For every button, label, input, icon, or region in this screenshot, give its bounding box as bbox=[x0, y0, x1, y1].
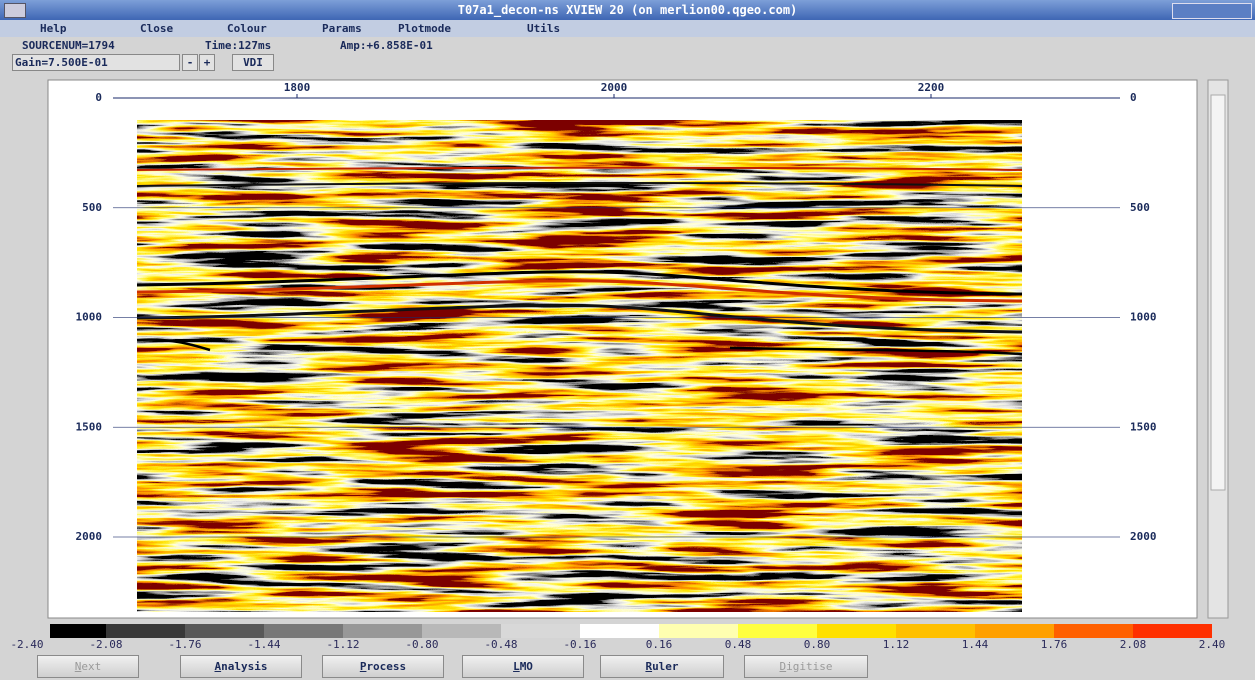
button-label: Process bbox=[360, 656, 406, 677]
y-tick-label-left: 0 bbox=[95, 91, 102, 104]
menu-item[interactable]: Plotmode bbox=[398, 22, 451, 35]
button-label: Ruler bbox=[645, 656, 678, 677]
button-label: LMO bbox=[513, 656, 533, 677]
menu-item[interactable]: Help bbox=[40, 22, 67, 35]
colorbar-swatch bbox=[185, 624, 264, 638]
menu-item[interactable]: Colour bbox=[227, 22, 267, 35]
action-button[interactable]: Analysis bbox=[180, 655, 302, 678]
seismic-section bbox=[137, 120, 1022, 612]
colorbar-swatch bbox=[343, 624, 422, 638]
y-tick-label-left: 1500 bbox=[76, 420, 103, 433]
button-label: Next bbox=[75, 656, 102, 677]
scroll-thumb[interactable] bbox=[1211, 95, 1225, 490]
button-label: Digitise bbox=[780, 656, 833, 677]
colorbar-label: 0.80 bbox=[804, 638, 831, 650]
action-button: Digitise bbox=[744, 655, 868, 678]
y-tick-label-left: 500 bbox=[82, 201, 102, 214]
y-tick-label-right: 1500 bbox=[1130, 420, 1157, 433]
colorbar-label: 1.44 bbox=[962, 638, 989, 650]
y-tick-label-right: 500 bbox=[1130, 201, 1150, 214]
colorbar-swatch bbox=[896, 624, 975, 638]
colorbar-swatch bbox=[50, 624, 106, 638]
plot-area: 1800 2000 2200 0 0 500 500 1000 1000 1500 1500 2000… bbox=[0, 0, 1255, 652]
colorbar-label: -2.08 bbox=[89, 638, 122, 650]
colorbar-swatch bbox=[580, 624, 659, 638]
colorbar-label: -0.48 bbox=[484, 638, 517, 650]
action-button: Next bbox=[37, 655, 139, 678]
action-button[interactable]: Process bbox=[322, 655, 444, 678]
button-label: Analysis bbox=[215, 656, 268, 677]
colorbar-label: 1.76 bbox=[1041, 638, 1068, 650]
colorbar-label: -1.44 bbox=[247, 638, 280, 650]
x-tick-label: 2000 bbox=[601, 81, 628, 94]
colorbar-swatch bbox=[422, 624, 501, 638]
colorbar: -2.40 -2.08 -1.76 -1.44 -1.12 -0.80 -0.48 -0.16… bbox=[0, 624, 1255, 650]
colorbar-swatch bbox=[1054, 624, 1133, 638]
y-tick-label-right: 2000 bbox=[1130, 530, 1157, 543]
menu-item[interactable]: Close bbox=[140, 22, 173, 35]
colorbar-swatch bbox=[1133, 624, 1212, 638]
action-button[interactable]: LMO bbox=[462, 655, 584, 678]
colorbar-label: 0.16 bbox=[646, 638, 673, 650]
colorbar-label: 0.48 bbox=[725, 638, 752, 650]
colorbar-label: 2.40 bbox=[1199, 638, 1226, 650]
colorbar-label: -0.16 bbox=[563, 638, 596, 650]
colorbar-label: 2.08 bbox=[1120, 638, 1147, 650]
colorbar-swatch bbox=[975, 624, 1054, 638]
colorbar-swatch bbox=[106, 624, 185, 638]
y-tick-label-right: 0 bbox=[1130, 91, 1137, 104]
colorbar-swatch bbox=[501, 624, 580, 638]
colorbar-label: -1.76 bbox=[168, 638, 201, 650]
colorbar-label: -1.12 bbox=[326, 638, 359, 650]
y-tick-label-left: 2000 bbox=[76, 530, 103, 543]
y-tick-label-right: 1000 bbox=[1130, 311, 1157, 324]
menu-item[interactable]: Params bbox=[322, 22, 362, 35]
colorbar-swatch bbox=[738, 624, 817, 638]
colorbar-swatch bbox=[264, 624, 343, 638]
x-tick-label: 2200 bbox=[918, 81, 945, 94]
action-button[interactable]: Ruler bbox=[600, 655, 724, 678]
app-window: T07a1_decon-ns XVIEW 20 (on merlion00.qg… bbox=[0, 0, 1255, 680]
colorbar-swatch bbox=[817, 624, 896, 638]
y-tick-label-left: 1000 bbox=[76, 311, 103, 324]
x-tick-label: 1800 bbox=[284, 81, 311, 94]
menu-item[interactable]: Utils bbox=[527, 22, 560, 35]
colorbar-swatch bbox=[659, 624, 738, 638]
colorbar-label: 1.12 bbox=[883, 638, 910, 650]
colorbar-label: -0.80 bbox=[405, 638, 438, 650]
colorbar-label: -2.40 bbox=[10, 638, 43, 650]
